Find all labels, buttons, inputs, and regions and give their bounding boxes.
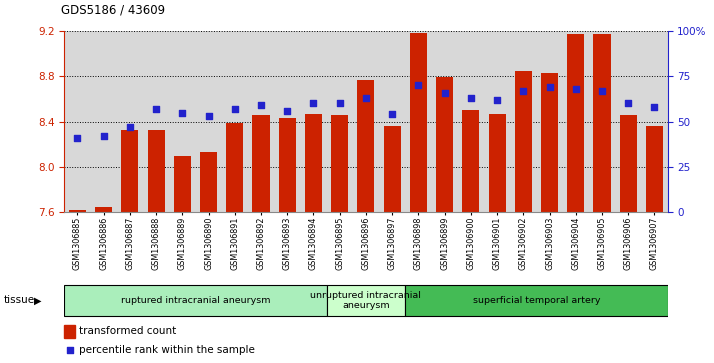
Bar — [410, 33, 427, 212]
Bar — [200, 152, 217, 212]
Point — [465, 95, 476, 101]
Bar — [541, 73, 558, 212]
Text: ▶: ▶ — [34, 295, 42, 305]
Bar — [436, 77, 453, 212]
Bar — [174, 156, 191, 212]
Bar — [326, 285, 406, 316]
Bar — [226, 123, 243, 212]
Text: transformed count: transformed count — [79, 326, 176, 337]
Bar — [406, 285, 668, 316]
Point — [544, 84, 555, 90]
Bar — [331, 115, 348, 212]
Point — [596, 88, 608, 94]
Point — [71, 135, 83, 141]
Point — [64, 347, 76, 352]
Point — [176, 110, 188, 115]
Bar — [567, 34, 584, 212]
Point — [649, 104, 660, 110]
Point — [124, 124, 136, 130]
Text: ruptured intracranial aneurysm: ruptured intracranial aneurysm — [121, 296, 270, 305]
Point — [386, 111, 398, 117]
Point — [256, 102, 267, 108]
Point — [439, 90, 451, 95]
Text: percentile rank within the sample: percentile rank within the sample — [79, 344, 255, 355]
Bar — [305, 114, 322, 212]
Bar — [515, 70, 532, 212]
Bar — [463, 110, 479, 212]
Bar — [253, 115, 269, 212]
Point — [308, 101, 319, 106]
Bar — [121, 130, 139, 212]
Point — [623, 101, 634, 106]
Point — [334, 101, 346, 106]
Bar — [148, 130, 165, 212]
Point — [281, 108, 293, 114]
Bar — [358, 79, 374, 212]
Point — [491, 97, 503, 103]
Point — [413, 82, 424, 88]
Point — [361, 95, 372, 101]
Bar — [593, 34, 610, 212]
Bar — [95, 207, 112, 212]
Point — [570, 86, 581, 92]
Point — [98, 133, 109, 139]
Point — [203, 113, 214, 119]
Text: tissue: tissue — [4, 295, 35, 305]
Point — [151, 106, 162, 112]
Bar — [69, 210, 86, 212]
Bar — [620, 115, 637, 212]
Point — [229, 106, 241, 112]
Text: GDS5186 / 43609: GDS5186 / 43609 — [61, 3, 165, 16]
Text: unruptured intracranial
aneurysm: unruptured intracranial aneurysm — [311, 291, 421, 310]
Bar — [64, 325, 75, 338]
Point — [518, 88, 529, 94]
Bar — [64, 285, 326, 316]
Bar — [278, 118, 296, 212]
Bar — [646, 126, 663, 212]
Bar — [383, 126, 401, 212]
Bar — [488, 114, 506, 212]
Text: superficial temporal artery: superficial temporal artery — [473, 296, 600, 305]
